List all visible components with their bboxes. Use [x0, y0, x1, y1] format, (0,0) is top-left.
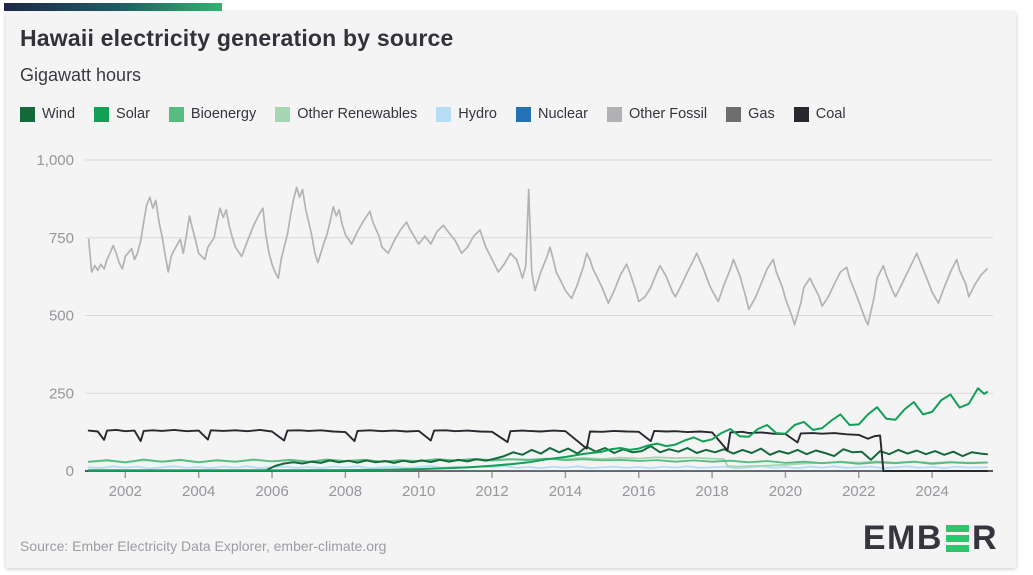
- legend-label: Gas: [748, 106, 775, 122]
- line-chart: 0 250 500 750 1,000 2002 2004 2006 2008 2010 2012 2…: [36, 152, 993, 500]
- ember-logo: EMB R: [863, 519, 998, 558]
- y-tick-label: 750: [49, 230, 74, 247]
- legend-item-other-renewables[interactable]: Other Renewables: [275, 106, 417, 122]
- x-tick-label: 2002: [109, 483, 142, 500]
- brand-accent-bar: [4, 3, 222, 11]
- x-tick-label: 2008: [329, 483, 362, 500]
- x-tick-label: 2018: [695, 483, 728, 500]
- legend-label: Wind: [42, 106, 76, 122]
- legend-swatch-wind: [20, 106, 35, 122]
- legend-item-gas[interactable]: Gas: [726, 106, 775, 122]
- series-line-solar: [87, 387, 989, 472]
- y-tick-label: 1,000: [36, 152, 74, 169]
- legend-swatch-gas: [726, 106, 742, 122]
- legend-item-other-fossil[interactable]: Other Fossil: [606, 106, 708, 122]
- legend-label: Hydro: [458, 106, 497, 122]
- series-line-other-fossil: [87, 186, 988, 326]
- legend-swatch-other-renewables: [275, 106, 291, 122]
- ember-logo-bars-icon: [945, 525, 969, 552]
- legend-swatch-solar: [94, 106, 110, 122]
- y-tick-label: 0: [66, 463, 74, 480]
- chart-legend: Wind Solar Bioenergy Other Renewables Hydro N…: [20, 106, 846, 122]
- x-tick-label: 2020: [769, 483, 802, 500]
- y-tick-label: 500: [49, 308, 74, 325]
- legend-swatch-nuclear: [515, 106, 531, 122]
- series-line-hydro: [87, 465, 988, 470]
- legend-item-coal[interactable]: Coal: [793, 106, 846, 122]
- series-line-bioenergy: [87, 457, 988, 465]
- series-line-coal: [87, 428, 989, 472]
- x-tick-label: 2022: [842, 483, 875, 500]
- series-line-wind: [87, 445, 989, 472]
- x-tick-label: 2012: [475, 483, 508, 500]
- chart-card: Hawaii electricity generation by source …: [6, 12, 1016, 568]
- ember-logo-text-right: R: [971, 519, 998, 557]
- x-tick-label: 2010: [402, 483, 435, 500]
- legend-item-wind[interactable]: Wind: [20, 106, 75, 122]
- ember-logo-text-left: EMB: [862, 519, 943, 557]
- x-tick-label: 2006: [255, 483, 288, 500]
- legend-label: Other Fossil: [628, 106, 708, 122]
- legend-label: Other Renewables: [297, 106, 418, 122]
- legend-item-bioenergy[interactable]: Bioenergy: [168, 106, 257, 122]
- x-tick-label: 2024: [915, 483, 948, 500]
- legend-label: Coal: [815, 106, 846, 122]
- y-tick-label: 250: [49, 385, 74, 402]
- legend-swatch-hydro: [436, 106, 452, 122]
- legend-item-nuclear[interactable]: Nuclear: [515, 106, 588, 122]
- legend-item-solar[interactable]: Solar: [94, 106, 150, 122]
- legend-label: Solar: [116, 106, 150, 122]
- x-tick-label: 2014: [549, 483, 582, 500]
- chart-subtitle-units: Gigawatt hours: [20, 65, 142, 85]
- legend-swatch-other-fossil: [606, 106, 622, 122]
- legend-label: Bioenergy: [190, 106, 257, 122]
- x-tick-label: 2016: [622, 483, 655, 500]
- source-attribution: Source: Ember Electricity Data Explorer,…: [20, 538, 387, 554]
- legend-swatch-coal: [793, 106, 809, 122]
- legend-swatch-bioenergy: [168, 106, 184, 122]
- legend-label: Nuclear: [537, 106, 588, 122]
- legend-item-hydro[interactable]: Hydro: [436, 106, 497, 122]
- x-tick-label: 2004: [182, 483, 215, 500]
- page-title: Hawaii electricity generation by source: [20, 25, 454, 51]
